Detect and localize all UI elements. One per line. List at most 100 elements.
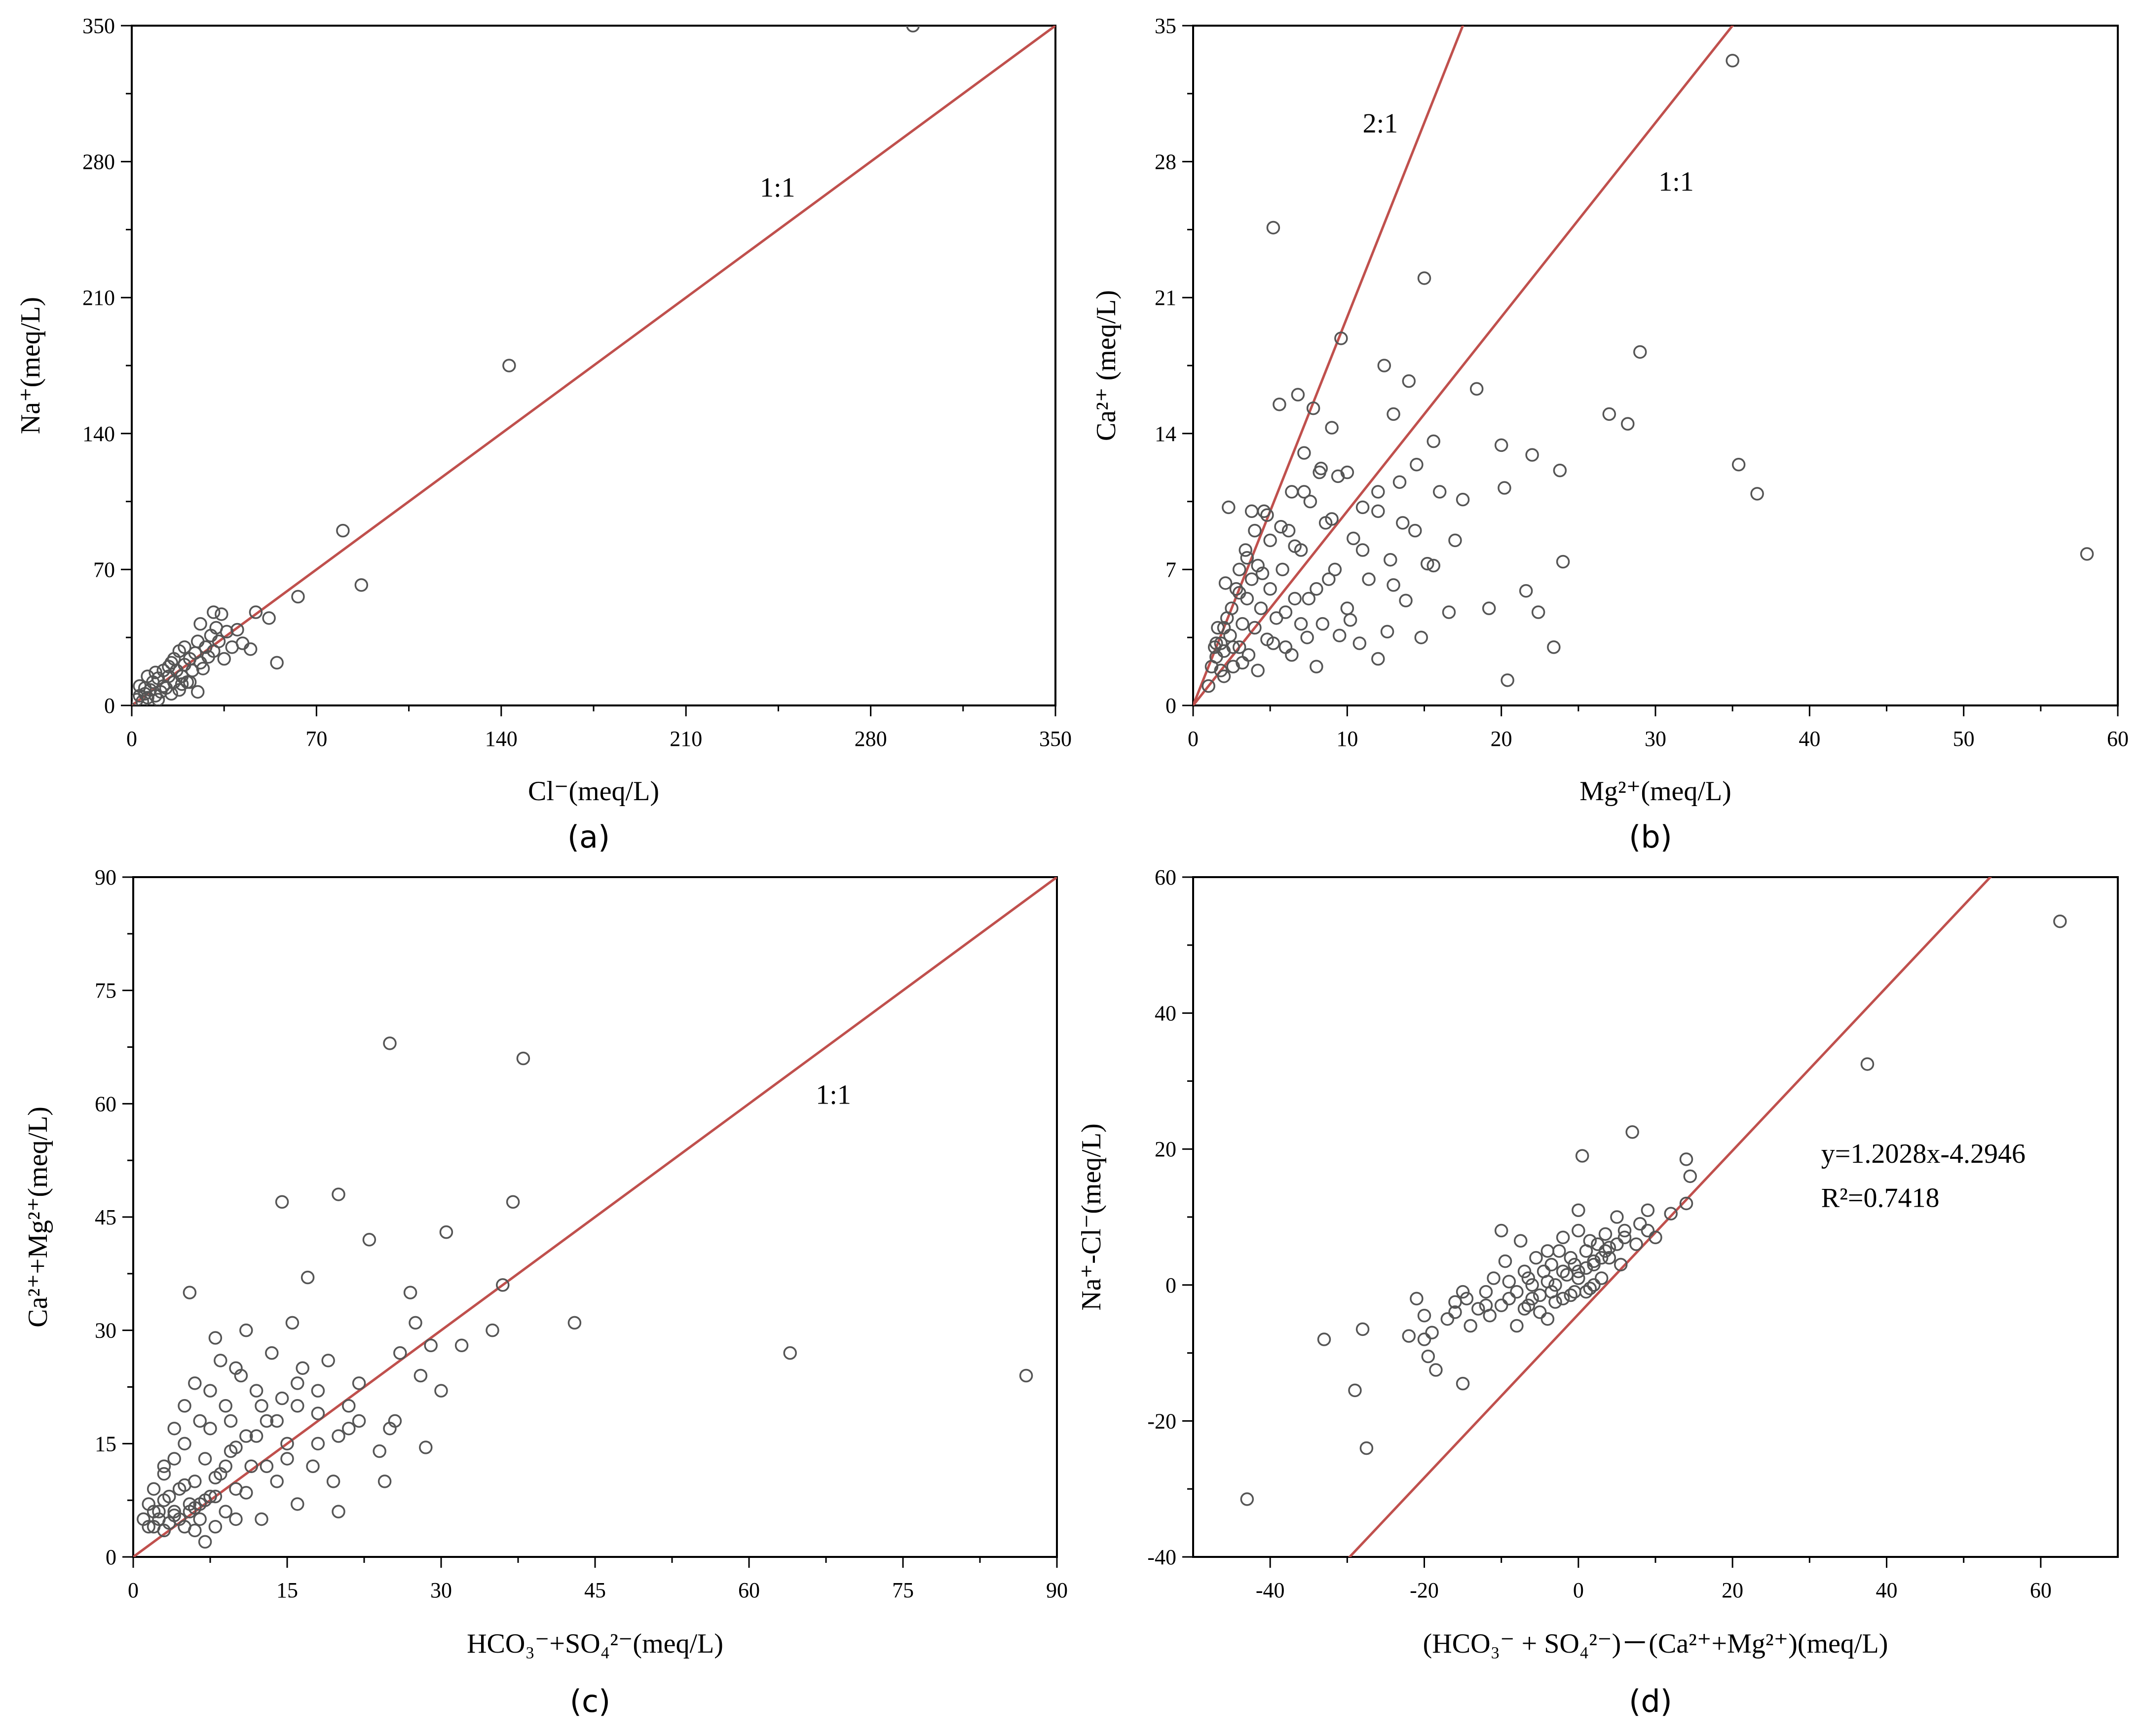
data-point bbox=[230, 623, 244, 637]
data-point bbox=[239, 1429, 253, 1443]
data-point bbox=[1471, 1302, 1485, 1316]
data-point bbox=[1602, 1251, 1616, 1265]
data-point bbox=[377, 1475, 392, 1488]
data-point bbox=[506, 1195, 520, 1209]
x-axis-title: Mg²⁺(meq/L) bbox=[1579, 776, 1731, 807]
data-point bbox=[1387, 407, 1400, 421]
data-point bbox=[1340, 601, 1354, 615]
data-point bbox=[1572, 1264, 1585, 1278]
data-point bbox=[1533, 1305, 1547, 1319]
data-point bbox=[332, 1505, 345, 1518]
data-point bbox=[1575, 1149, 1589, 1163]
data-point bbox=[208, 1331, 223, 1345]
data-point bbox=[1255, 566, 1270, 581]
data-point bbox=[1225, 601, 1239, 615]
x-tick-label: 45 bbox=[584, 1578, 606, 1602]
y-tick-label: 60 bbox=[1155, 865, 1176, 889]
data-point bbox=[141, 669, 154, 683]
data-point bbox=[1257, 504, 1271, 518]
data-point bbox=[1317, 1332, 1331, 1346]
data-point bbox=[149, 665, 162, 679]
data-point bbox=[1556, 1230, 1570, 1245]
data-point bbox=[196, 662, 210, 675]
data-point bbox=[354, 578, 369, 592]
data-point bbox=[1297, 485, 1311, 499]
plot-area bbox=[1193, 26, 2094, 705]
data-point bbox=[1236, 656, 1249, 670]
y-axis-title: Ca²⁺ (meq/L) bbox=[1091, 290, 1122, 441]
x-tick-label: 0 bbox=[128, 1578, 139, 1602]
data-point bbox=[1355, 543, 1370, 557]
data-point bbox=[1347, 531, 1360, 546]
x-tick-label: 280 bbox=[855, 727, 887, 751]
data-point bbox=[1664, 1207, 1678, 1220]
data-point bbox=[1214, 636, 1228, 650]
data-point bbox=[291, 1497, 304, 1511]
data-point bbox=[1217, 621, 1231, 635]
data-point bbox=[336, 523, 350, 538]
data-point bbox=[1572, 1271, 1585, 1285]
data-point bbox=[1211, 621, 1225, 635]
data-point bbox=[1621, 417, 1635, 431]
data-point bbox=[1421, 1349, 1435, 1364]
data-point bbox=[1371, 504, 1385, 518]
data-point bbox=[157, 1493, 171, 1507]
data-point bbox=[1417, 271, 1431, 285]
data-point bbox=[1456, 1376, 1470, 1391]
data-point bbox=[229, 1512, 243, 1526]
data-point bbox=[1417, 1332, 1431, 1346]
data-point bbox=[1291, 388, 1305, 402]
data-point bbox=[178, 640, 191, 654]
data-point bbox=[1540, 1244, 1555, 1258]
data-point bbox=[1251, 558, 1265, 573]
data-point bbox=[306, 1459, 320, 1474]
data-point bbox=[1487, 1271, 1501, 1285]
data-point bbox=[1248, 523, 1262, 538]
y-tick-label: 14 bbox=[1155, 422, 1176, 446]
data-point bbox=[1633, 345, 1647, 359]
data-point bbox=[239, 1486, 253, 1500]
data-point bbox=[285, 1316, 300, 1330]
data-point bbox=[1448, 1305, 1462, 1319]
y-tick-label: 60 bbox=[95, 1092, 116, 1116]
data-point bbox=[1288, 539, 1302, 553]
x-axis-title: (HCO₃⁻ + SO₄²⁻)－(Ca²⁺+Mg²⁺)(meq/L) bbox=[1423, 1628, 1888, 1659]
data-point bbox=[1679, 1152, 1693, 1166]
data-point bbox=[1244, 504, 1259, 518]
data-point bbox=[424, 1338, 438, 1353]
plot-area bbox=[133, 877, 1057, 1557]
data-point bbox=[1266, 221, 1280, 235]
x-tick-label: 70 bbox=[305, 727, 327, 751]
data-point bbox=[1442, 605, 1456, 619]
data-point bbox=[193, 1497, 207, 1511]
y-tick-label: 28 bbox=[1155, 150, 1176, 174]
y-tick-label: 30 bbox=[95, 1319, 116, 1343]
y-tick-label: 280 bbox=[82, 150, 115, 174]
data-point bbox=[190, 634, 205, 648]
y-tick-label: -20 bbox=[1147, 1409, 1176, 1433]
reference-line bbox=[132, 26, 1055, 705]
data-point bbox=[190, 685, 205, 699]
x-tick-label: 20 bbox=[1722, 1578, 1743, 1602]
data-point bbox=[1498, 1254, 1512, 1268]
data-point bbox=[1260, 508, 1274, 522]
line-annotation: y=1.2028x-4.2946 bbox=[1821, 1139, 2026, 1169]
data-point bbox=[1479, 1285, 1493, 1299]
data-point bbox=[243, 642, 258, 656]
data-point bbox=[1510, 1285, 1524, 1299]
chart-panel-1: 0 70 140 210 280 350 0 70 140 210 280 350 1:1 Cl⁻(meq… bbox=[15, 14, 1072, 855]
data-point bbox=[1332, 628, 1347, 643]
data-point bbox=[1726, 54, 1739, 68]
data-point bbox=[1285, 648, 1299, 662]
x-tick-label: 40 bbox=[1799, 727, 1820, 751]
x-axis-title: HCO₃⁻+SO₄²⁻(meq/L) bbox=[467, 1628, 723, 1659]
y-tick-label: 75 bbox=[95, 979, 116, 1003]
y-tick-label: 20 bbox=[1155, 1137, 1176, 1161]
data-point bbox=[1540, 1312, 1555, 1326]
data-point bbox=[1201, 679, 1215, 693]
data-point bbox=[419, 1441, 433, 1454]
data-point bbox=[1414, 630, 1428, 644]
data-point bbox=[1510, 1319, 1524, 1333]
data-point bbox=[151, 693, 165, 705]
data-point bbox=[215, 607, 228, 621]
